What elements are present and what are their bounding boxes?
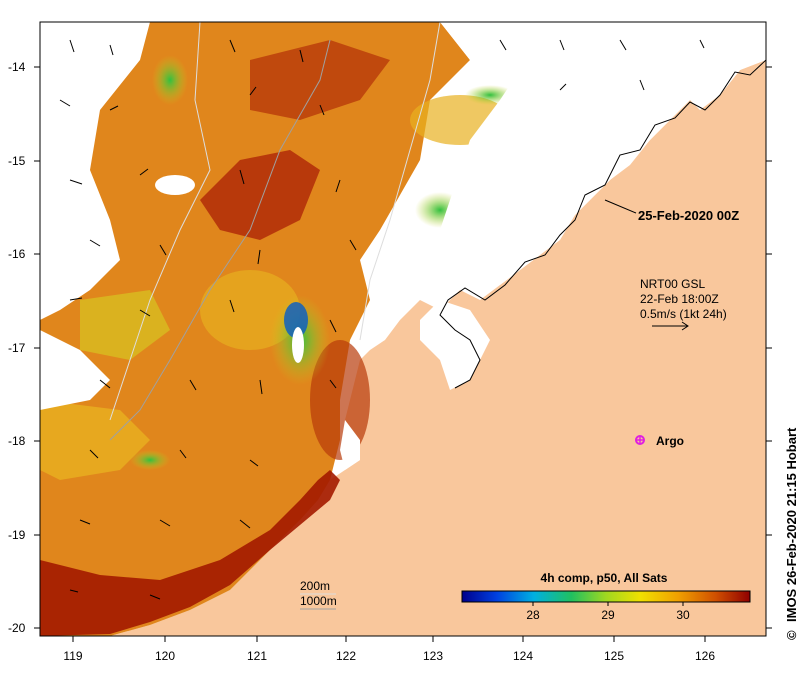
timestamp-pointer [604, 199, 637, 214]
map-frame [39, 21, 767, 637]
y-tick-label: -17 [8, 341, 26, 355]
kimberley-coastline [439, 59, 766, 389]
cloud-gap-bay [420, 300, 490, 390]
y-tick-label: -16 [8, 247, 26, 261]
argo-label: Argo [656, 434, 684, 448]
bathy-200m [109, 22, 211, 421]
sst-cool-patch-a [40, 400, 150, 480]
y-axis [34, 66, 772, 629]
credit: © IMOS 26-Feb-2020 21:15 Hobart [784, 427, 799, 640]
cloud-gap-w [40, 330, 110, 410]
bathy-200m-label: 200m [300, 579, 330, 593]
x-tick-label: 120 [155, 649, 175, 663]
current-legend-line3: 0.5m/s (1kt 24h) [640, 307, 727, 321]
x-tick-label: 122 [336, 649, 356, 663]
x-tick-label: 121 [247, 649, 267, 663]
y-tick-label: -19 [8, 528, 26, 542]
colorbar-gradient [461, 590, 751, 603]
colorbar: 4h comp, p50, All Sats 28 29 30 [461, 571, 751, 622]
bathy-1000m [109, 39, 331, 441]
current-vectors [59, 39, 705, 600]
y-tick-label: -14 [8, 60, 26, 74]
sst-blue-patch [284, 302, 308, 338]
sst-green-patch-e [130, 450, 170, 470]
sst-hot-patch-c [310, 340, 370, 460]
colorbar-tick: 30 [676, 608, 690, 622]
x-tick-label: 124 [513, 649, 533, 663]
cloud-gap-coast [340, 420, 360, 470]
y-tick-label: -20 [8, 621, 26, 635]
x-tick-label: 123 [423, 649, 443, 663]
timestamp-label: 25-Feb-2020 00Z [638, 208, 739, 223]
map-canvas[interactable] [40, 22, 766, 636]
cloud-gap-ne [400, 22, 766, 300]
credit-text: IMOS 26-Feb-2020 21:15 Hobart [784, 427, 799, 622]
bathy-1000m-label: 1000m [300, 594, 337, 608]
x-axis [72, 636, 706, 642]
colorbar-title: 4h comp, p50, All Sats [541, 571, 668, 585]
x-tick-label: 119 [63, 649, 82, 663]
cloud-gap-blue [292, 327, 304, 363]
y-tick-label: -15 [8, 154, 26, 168]
y-tick-label: -18 [8, 434, 26, 448]
colorbar-tick: 29 [601, 608, 615, 622]
bathy-200m-b [359, 22, 441, 341]
argo-float-marker[interactable] [635, 435, 645, 445]
current-scale-arrowhead [681, 321, 689, 331]
current-legend-line1: NRT00 GSL [640, 277, 705, 291]
x-tick-label: 126 [695, 649, 715, 663]
x-tick-label: 125 [604, 649, 624, 663]
cloud-gap-nw [40, 22, 150, 320]
colorbar-tick: 28 [526, 608, 540, 622]
sst-hot-patch-a [200, 150, 320, 240]
cloud-gap-small [155, 175, 195, 195]
sst-green-patch-c [152, 55, 188, 105]
credit-symbol: © [784, 630, 799, 640]
current-legend-line2: 22-Feb 18:00Z [640, 292, 719, 306]
sst-hot-coastal [40, 470, 340, 636]
